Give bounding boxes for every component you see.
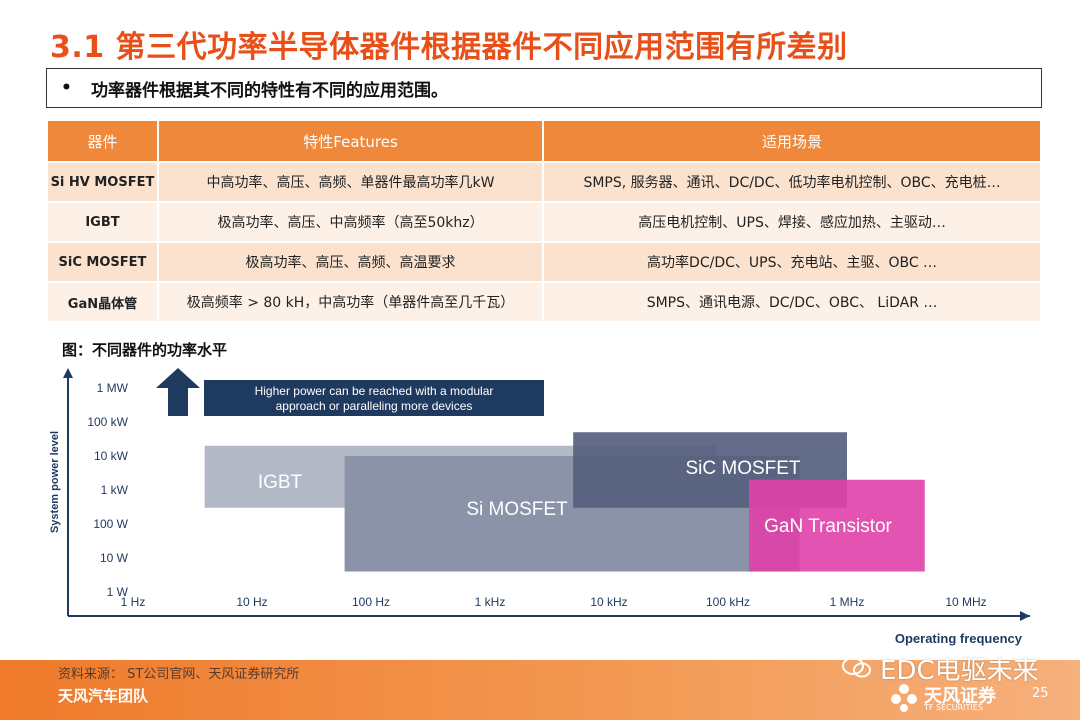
table-header-row: 器件 特性Features 适用场景 xyxy=(48,121,1040,161)
series-label: IGBT xyxy=(258,472,303,493)
x-tick-label: 1 kHz xyxy=(475,595,506,609)
x-axis-title: Operating frequency xyxy=(895,631,1023,646)
brand-name: 天风证券 xyxy=(924,686,996,707)
table-row: SiC MOSFET 极高功率、高压、高频、高温要求 高功率DC/DC、UPS、… xyxy=(48,243,1040,281)
brand-subtitle: TF SECURITIES xyxy=(924,703,983,712)
series-label: SiC MOSFET xyxy=(685,458,800,479)
cell-features: 极高功率、高压、高频、高温要求 xyxy=(158,243,543,281)
annotation-line-1: Higher power can be reached with a modul… xyxy=(255,384,494,398)
series-label: Si MOSFET xyxy=(466,499,568,520)
y-tick-label: 1 MW xyxy=(97,381,129,395)
wechat-icon xyxy=(842,657,871,678)
team-name: 天风汽车团队 xyxy=(58,687,149,705)
bullet-box: • 功率器件根据其不同的特性有不同的应用范围。 xyxy=(46,68,1042,108)
page-title: 3.1 第三代功率半导体器件根据器件不同应用范围有所差别 xyxy=(50,30,848,65)
cell-features: 极高频率 > 80 kH，中高功率（单器件高至几千瓦） xyxy=(158,283,543,321)
header-features: 特性Features xyxy=(158,121,543,161)
bullet-text: 功率器件根据其不同的特性有不同的应用范围。 xyxy=(91,80,448,101)
x-tick-label: 1 Hz xyxy=(121,595,146,609)
cell-device: IGBT xyxy=(48,203,157,241)
power-frequency-chart: IGBT Si MOSFET SiC MOSFET GaN Transistor 1 W… xyxy=(49,368,1030,646)
source-text: 资料来源： ST公司官网、天风证券研究所 xyxy=(58,667,300,682)
cell-applications: SMPS、通讯电源、DC/DC、OBC、 LiDAR … xyxy=(544,283,1040,321)
device-table: 器件 特性Features 适用场景 Si HV MOSFET 中高功率、高压、… xyxy=(46,119,1042,323)
cell-features: 中高功率、高压、高频、单器件最高功率几kW xyxy=(158,163,543,201)
cell-applications: 高压电机控制、UPS、焊接、感应加热、主驱动… xyxy=(544,203,1040,241)
header-applications: 适用场景 xyxy=(544,121,1040,161)
y-tick-label: 10 W xyxy=(100,551,129,565)
figure-caption: 图：不同器件的功率水平 xyxy=(62,341,228,359)
table-row: GaN晶体管 极高频率 > 80 kH，中高功率（单器件高至几千瓦） SMPS、… xyxy=(48,283,1040,321)
y-axis-title: System power level xyxy=(49,431,61,533)
series-gan-transistor xyxy=(748,479,925,572)
annotation-box xyxy=(204,380,544,416)
x-axis-arrow xyxy=(1020,611,1030,621)
cell-device: GaN晶体管 xyxy=(48,283,157,321)
y-tick-label: 100 W xyxy=(93,517,128,531)
annotation-line-2: approach or paralleling more devices xyxy=(276,399,473,413)
cell-device: Si HV MOSFET xyxy=(48,163,157,201)
y-tick-label: 1 W xyxy=(107,585,129,599)
y-tick-label: 100 kW xyxy=(87,415,128,429)
y-axis-arrow xyxy=(63,368,73,378)
brand-logo-icon xyxy=(891,684,917,712)
cell-applications: SMPS, 服务器、通讯、DC/DC、低功率电机控制、OBC、充电桩… xyxy=(544,163,1040,201)
table-row: IGBT 极高功率、高压、中高频率（高至50khz） 高压电机控制、UPS、焊接… xyxy=(48,203,1040,241)
x-tick-label: 10 Hz xyxy=(236,595,267,609)
up-arrow-icon xyxy=(156,368,200,416)
watermark-text: EDC电驱未来 xyxy=(880,656,1039,686)
cell-applications: 高功率DC/DC、UPS、充电站、主驱、OBC … xyxy=(544,243,1040,281)
x-tick-label: 1 MHz xyxy=(830,595,865,609)
cell-features: 极高功率、高压、中高频率（高至50khz） xyxy=(158,203,543,241)
header-device: 器件 xyxy=(48,121,157,161)
series-label: GaN Transistor xyxy=(764,516,892,537)
y-tick-label: 1 kW xyxy=(101,483,129,497)
y-tick-label: 10 kW xyxy=(94,449,129,463)
x-tick-label: 10 MHz xyxy=(945,595,986,609)
table-row: Si HV MOSFET 中高功率、高压、高频、单器件最高功率几kW SMPS,… xyxy=(48,163,1040,201)
x-tick-label: 100 kHz xyxy=(706,595,750,609)
page-number: 25 xyxy=(1032,686,1049,701)
x-tick-label: 10 kHz xyxy=(590,595,627,609)
x-tick-label: 100 Hz xyxy=(352,595,390,609)
cell-device: SiC MOSFET xyxy=(48,243,157,281)
bullet-dot: • xyxy=(61,78,72,98)
